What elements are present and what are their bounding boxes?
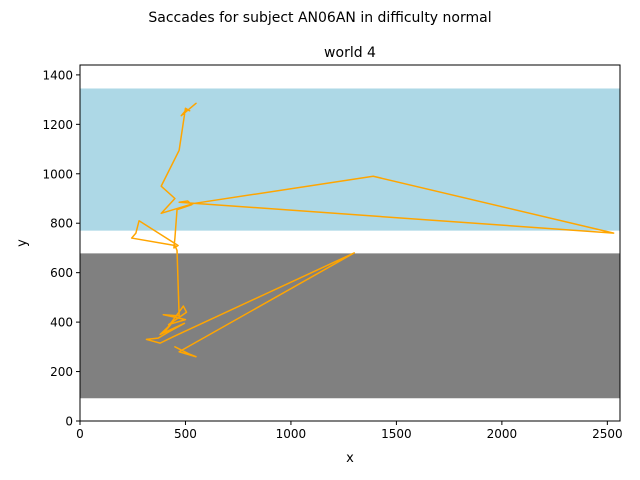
y-tick-label: 0 [65,415,73,429]
y-tick-label: 1400 [42,68,73,82]
plot-area [79,64,621,422]
x-tick-label: 2000 [487,427,518,441]
region-band-0 [80,88,620,231]
y-axis-label: y [15,239,30,247]
x-tick-label: 1500 [381,427,412,441]
y-tick-label: 200 [50,365,73,379]
x-axis: 0 500 1000 1500 2000 2500 [76,421,623,441]
y-tick-label: 1000 [42,167,73,181]
y-tick-label: 400 [50,316,73,330]
series-layer [130,102,615,358]
axes-frame [79,64,621,422]
x-axis-label: x [346,451,354,466]
figure-suptitle: Saccades for subject AN06AN in difficult… [148,10,491,26]
x-tick-label: 2500 [592,427,623,441]
y-axis: 0 200 400 600 800 1000 1200 1400 [42,68,80,429]
x-tick-label: 0 [76,427,84,441]
region-band-1 [80,253,620,399]
y-tick-label: 1200 [42,118,73,132]
y-tick-label: 600 [50,266,73,280]
x-tick-label: 1000 [276,427,307,441]
regions-layer [80,88,620,399]
y-tick-label: 800 [50,217,73,231]
x-tick-label: 500 [174,427,197,441]
saccade-path-0 [130,102,615,358]
chart-title: world 4 [324,45,376,61]
